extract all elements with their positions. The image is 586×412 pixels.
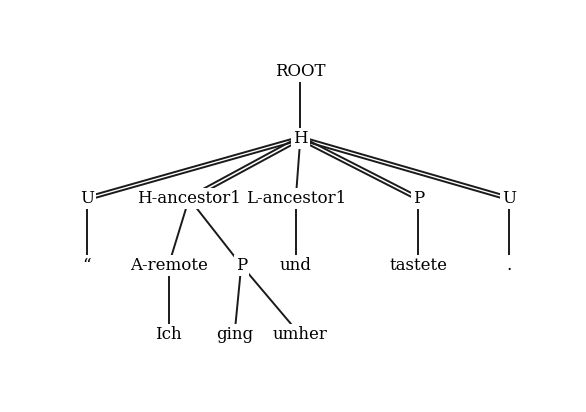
Text: U: U — [80, 190, 94, 207]
Text: P: P — [413, 190, 424, 207]
Text: tastete: tastete — [390, 257, 447, 274]
Text: P: P — [236, 257, 247, 274]
Text: H-ancestor1: H-ancestor1 — [137, 190, 241, 207]
Text: L-ancestor1: L-ancestor1 — [246, 190, 346, 207]
Text: ging: ging — [216, 326, 253, 344]
Text: umher: umher — [273, 326, 328, 344]
Text: .: . — [507, 257, 512, 274]
Text: Ich: Ich — [155, 326, 182, 344]
Text: H: H — [293, 130, 308, 147]
Text: ROOT: ROOT — [275, 63, 326, 80]
Text: und: und — [280, 257, 312, 274]
Text: U: U — [502, 190, 516, 207]
Text: A-remote: A-remote — [130, 257, 207, 274]
Text: “: “ — [83, 257, 91, 274]
